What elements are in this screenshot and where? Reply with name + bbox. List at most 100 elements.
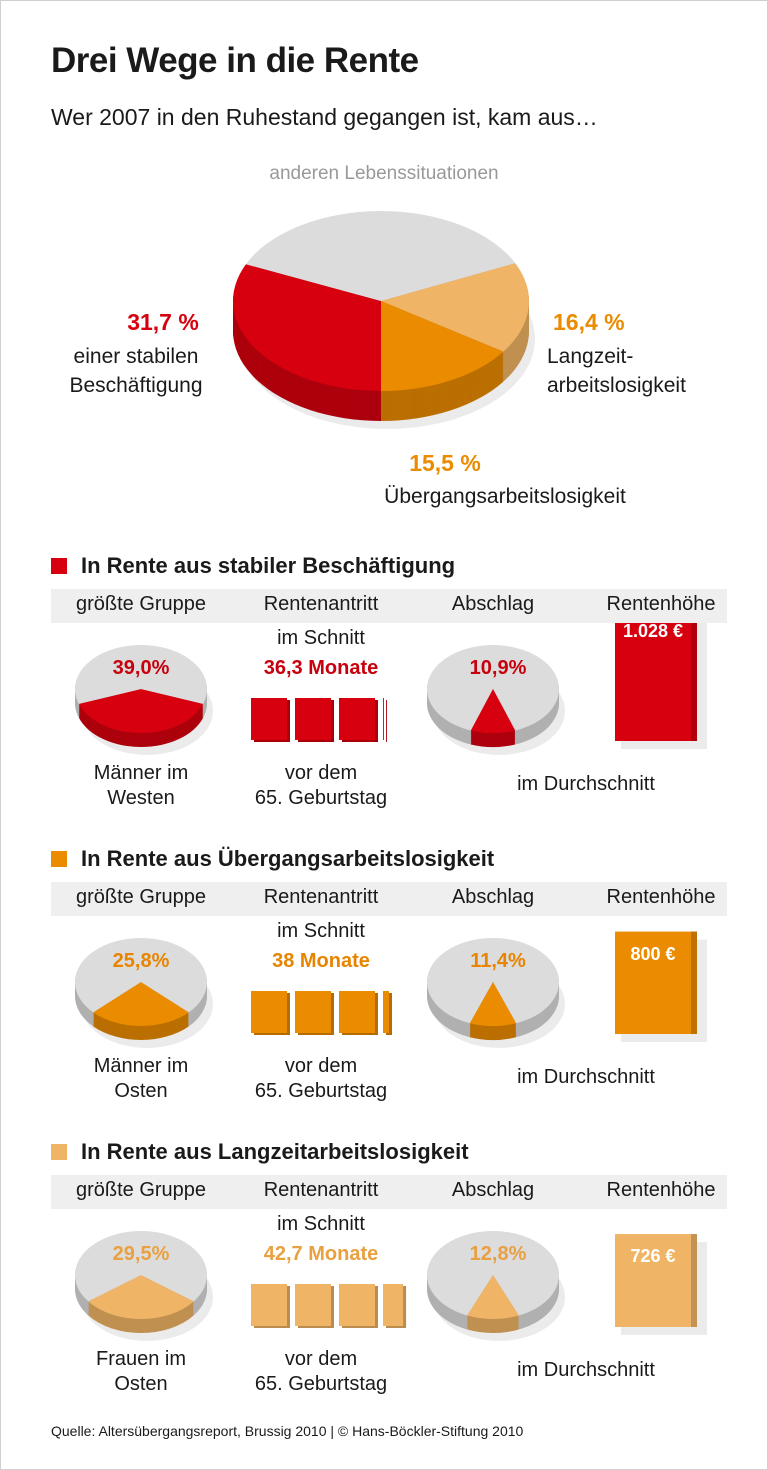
month-block — [295, 1284, 331, 1326]
column-header: Rentenantritt — [263, 886, 379, 908]
month-block — [339, 991, 375, 1033]
month-block — [251, 991, 287, 1033]
column-header: größte Gruppe — [75, 593, 207, 615]
source-footer: Quelle: Altersübergangsreport, Brussig 2… — [51, 1423, 524, 1439]
legend-square-icon — [51, 558, 67, 574]
abschlag-pct: 10,9% — [469, 657, 527, 679]
label-trans-1: Übergangsarbeitslosigkeit — [384, 485, 626, 508]
before-label-1: vor dem — [284, 1055, 358, 1077]
main-pie-slice-0 — [233, 264, 381, 391]
main-pie-slice-1 — [245, 211, 516, 301]
month-block — [383, 991, 389, 1033]
months-value: 36,3 Monate — [263, 657, 379, 679]
before-label-2: 65. Geburtstag — [254, 1373, 388, 1395]
column-header: Rentenhöhe — [606, 886, 716, 908]
section-heading: In Rente aus stabiler Beschäftigung — [51, 553, 455, 579]
abschlag-pie-slice-rest — [427, 645, 560, 731]
month-block — [383, 1284, 404, 1326]
group-label-1: Frauen im — [95, 1348, 187, 1370]
column-header: Abschlag — [451, 886, 535, 908]
rente-value: 1.028 € — [622, 621, 684, 642]
legend-square-icon — [51, 851, 67, 867]
label-trans-pct: 15,5 % — [409, 450, 481, 476]
column-header: Rentenhöhe — [606, 593, 716, 615]
group-pie-slice-rest — [75, 1230, 208, 1302]
before-label-1: vor dem — [284, 762, 358, 784]
group-pie-slice-rest — [75, 938, 208, 1013]
label-long-2: arbeitslosigkeit — [547, 374, 686, 397]
column-header: Abschlag — [451, 593, 535, 615]
abschlag-pie-slice-v — [470, 689, 516, 734]
average-label: im Durchschnitt — [517, 1359, 655, 1381]
column-header-row — [51, 882, 727, 916]
group-pie-slice-v — [88, 1275, 194, 1319]
rente-box-side — [691, 931, 697, 1034]
rente-box-side — [691, 609, 697, 741]
month-block — [295, 991, 331, 1033]
rente-value: 726 € — [630, 1246, 676, 1267]
abschlag-pie-slice-v — [469, 982, 517, 1026]
before-label-1: vor dem — [284, 1348, 358, 1370]
main-pie-slice-2 — [381, 263, 529, 352]
column-header: Rentenhöhe — [606, 1179, 716, 1201]
page-title: Drei Wege in die Rente — [51, 41, 419, 80]
group-label-1: Männer im — [93, 1055, 189, 1077]
before-label-2: 65. Geburtstag — [254, 1080, 388, 1102]
abschlag-pct: 12,8% — [469, 1243, 527, 1265]
rente-box — [615, 1234, 697, 1327]
column-header: Abschlag — [451, 1179, 535, 1201]
group-pie-slice-v — [93, 982, 189, 1026]
group-pie-slice-v — [78, 689, 204, 733]
months-value: 38 Monate — [272, 950, 370, 972]
column-header: größte Gruppe — [75, 1179, 207, 1201]
month-block — [295, 698, 331, 740]
label-stable-1: einer stabilen — [73, 345, 199, 368]
rente-box — [615, 609, 697, 741]
subtitle: Wer 2007 in den Ruhestand gegangen ist, … — [51, 104, 598, 130]
column-header-row — [51, 1175, 727, 1209]
group-label-2: Osten — [114, 1373, 168, 1395]
group-pct: 39,0% — [112, 657, 170, 679]
average-label: im Durchschnitt — [517, 1066, 655, 1088]
abschlag-pie-slice-v — [467, 1275, 519, 1319]
section-title: In Rente aus Langzeitarbeitslosigkeit — [81, 1139, 469, 1164]
section-heading: In Rente aus Übergangsarbeitslosigkeit — [51, 846, 494, 872]
group-label-2: Osten — [114, 1080, 168, 1102]
section-heading: In Rente aus Langzeitarbeitslosigkeit — [51, 1139, 469, 1165]
avg-label: im Schnitt — [277, 1213, 365, 1235]
rente-value: 800 € — [630, 943, 676, 964]
avg-label: im Schnitt — [277, 920, 365, 942]
months-value: 42,7 Monate — [263, 1243, 379, 1265]
month-block — [251, 1284, 287, 1326]
main-pie-slice-3 — [381, 301, 504, 391]
average-label: im Durchschnitt — [517, 773, 655, 795]
rente-box — [615, 931, 697, 1034]
rente-box-side — [691, 1234, 697, 1327]
column-header: größte Gruppe — [75, 886, 207, 908]
month-block — [251, 698, 287, 740]
label-other: anderen Lebenssituationen — [269, 163, 499, 184]
column-header: Rentenantritt — [263, 1179, 379, 1201]
month-block — [339, 698, 375, 740]
avg-label: im Schnitt — [277, 627, 365, 649]
before-label-2: 65. Geburtstag — [254, 787, 388, 809]
abschlag-pct: 11,4% — [470, 950, 526, 972]
column-header-row — [51, 589, 727, 623]
label-long-pct: 16,4 % — [553, 309, 625, 335]
section-title: In Rente aus stabiler Beschäftigung — [81, 553, 456, 578]
legend-square-icon — [51, 1144, 67, 1160]
abschlag-pie-slice-rest — [427, 937, 559, 1024]
month-block-side — [386, 700, 387, 742]
group-label-1: Männer im — [93, 762, 189, 784]
label-long-1: Langzeit- — [547, 345, 634, 368]
group-pct: 25,8% — [112, 950, 170, 972]
column-header: Rentenantritt — [263, 593, 379, 615]
label-stable-pct: 31,7 % — [127, 309, 199, 335]
group-label-2: Westen — [107, 787, 175, 809]
section-title: In Rente aus Übergangsarbeitslosigkeit — [81, 846, 495, 871]
month-block — [383, 698, 384, 740]
group-pct: 29,5% — [112, 1243, 170, 1265]
label-stable-2: Beschäftigung — [69, 374, 203, 397]
